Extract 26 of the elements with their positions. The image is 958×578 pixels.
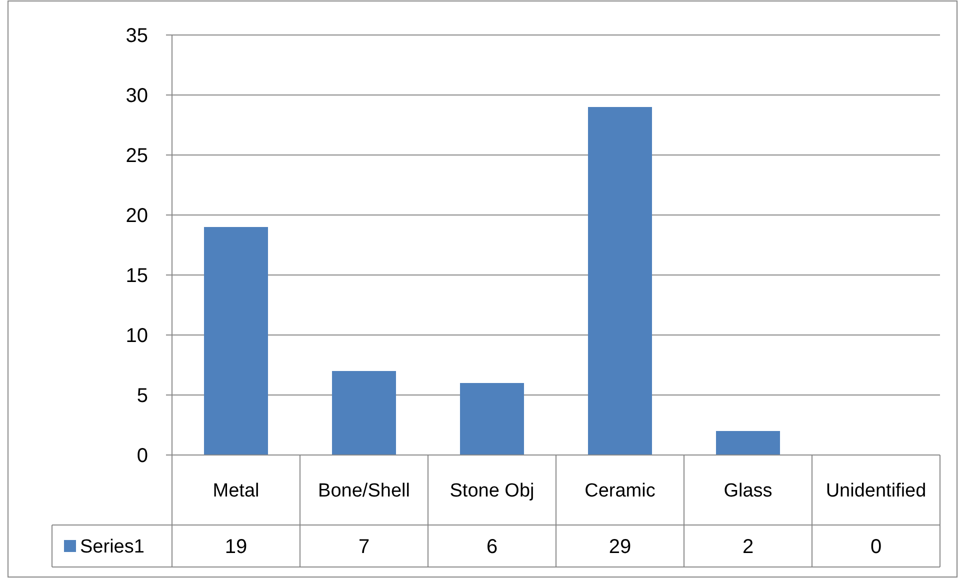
data-label: 7 [358,536,370,558]
y-tick-label: 25 [126,145,148,167]
x-tick-label: Stone Obj [450,480,534,502]
x-tick-label: Bone/Shell [318,480,410,502]
y-tick-label: 35 [126,25,148,47]
legend-label: Series1 [80,536,144,558]
x-tick-label: Metal [212,480,260,502]
y-tick-label: 5 [136,385,148,407]
y-tick-label: 30 [126,85,148,107]
y-tick-label: 0 [136,445,148,467]
data-label: 6 [486,536,498,558]
data-label: 2 [742,536,754,558]
x-tick-label: Glass [724,480,772,502]
bar [332,371,396,455]
bar [588,107,652,455]
data-label: 0 [870,536,882,558]
bar [204,227,268,455]
bar [460,383,524,455]
x-tick-label: Ceramic [584,480,656,502]
data-label: 29 [608,536,632,558]
y-tick-label: 15 [126,265,148,287]
bar [716,431,780,455]
x-tick-label: Unidentified [826,480,926,502]
y-tick-label: 20 [126,205,148,227]
y-tick-label: 10 [126,325,148,347]
data-label: 19 [224,536,248,558]
